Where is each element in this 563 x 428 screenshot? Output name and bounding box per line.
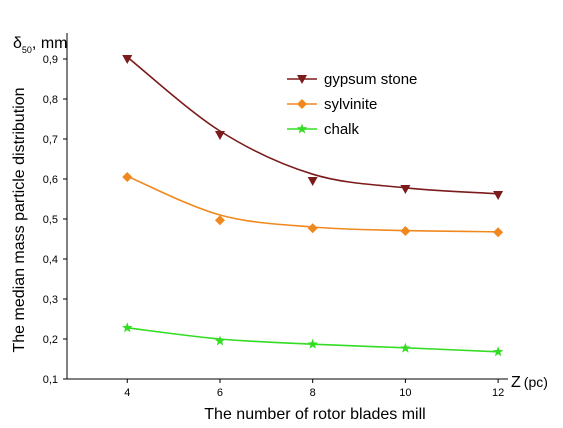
x-tick-label: 8 <box>310 387 316 399</box>
x-axis-end-label: Z (pc) <box>511 374 548 391</box>
legend: gypsum stone sylvinite chalk <box>287 71 417 138</box>
data-point-chalk <box>307 338 318 349</box>
legend-item-sylvinite: sylvinite <box>287 96 377 113</box>
y-tick-label: 0,5 <box>43 214 58 226</box>
data-point-chalk <box>214 335 226 346</box>
data-point-gypsum-stone <box>122 55 133 64</box>
data-point-sylvinite <box>214 215 225 226</box>
y-axis-top-label: δ50, mm <box>13 35 67 55</box>
legend-label: chalk <box>324 121 360 138</box>
legend-label: sylvinite <box>324 96 377 113</box>
data-point-sylvinite <box>307 223 318 234</box>
series-gypsum-stone <box>122 55 504 200</box>
legend-label: gypsum stone <box>324 71 417 88</box>
data-point-gypsum-stone <box>400 185 411 194</box>
legend-marker <box>297 99 307 109</box>
data-point-sylvinite <box>493 227 504 238</box>
y-axis-title: The median mass particle distribution <box>11 87 28 352</box>
y-tick-label: 0,8 <box>43 94 58 106</box>
y-tick-label: 0,7 <box>43 134 58 146</box>
y-axis-ticks: 0,1 0,2 0,3 0,4 0,5 0,6 0,7 0,8 0,9 <box>43 54 67 386</box>
legend-item-gypsum-stone: gypsum stone <box>287 71 417 88</box>
data-point-gypsum-stone <box>493 191 504 200</box>
x-tick-label: 4 <box>124 387 130 399</box>
legend-marker <box>297 75 307 84</box>
y-tick-label: 0,9 <box>43 54 58 66</box>
y-tick-label: 0,2 <box>43 334 58 346</box>
series-line-gypsum-stone <box>126 56 499 195</box>
y-tick-label: 0,3 <box>43 294 58 306</box>
data-point-chalk <box>122 322 133 333</box>
legend-marker <box>296 123 308 134</box>
x-axis-ticks: 4 6 8 10 12 <box>124 379 504 399</box>
series-layer <box>122 55 504 357</box>
data-point-sylvinite <box>400 226 411 236</box>
y-tick-label: 0,1 <box>43 374 58 386</box>
data-point-gypsum-stone <box>307 177 318 186</box>
x-axis-title: The number of rotor blades mill <box>204 406 425 423</box>
x-tick-label: 12 <box>492 387 504 399</box>
data-point-chalk <box>400 342 411 353</box>
x-tick-label: 10 <box>399 387 411 399</box>
x-tick-label: 6 <box>217 387 223 399</box>
series-sylvinite <box>122 172 504 238</box>
y-tick-label: 0,4 <box>43 254 58 266</box>
data-point-chalk <box>492 346 504 357</box>
data-point-sylvinite <box>122 172 133 182</box>
y-tick-label: 0,6 <box>43 174 58 186</box>
data-point-gypsum-stone <box>214 131 225 140</box>
series-chalk <box>122 322 504 357</box>
legend-item-chalk: chalk <box>287 121 360 138</box>
